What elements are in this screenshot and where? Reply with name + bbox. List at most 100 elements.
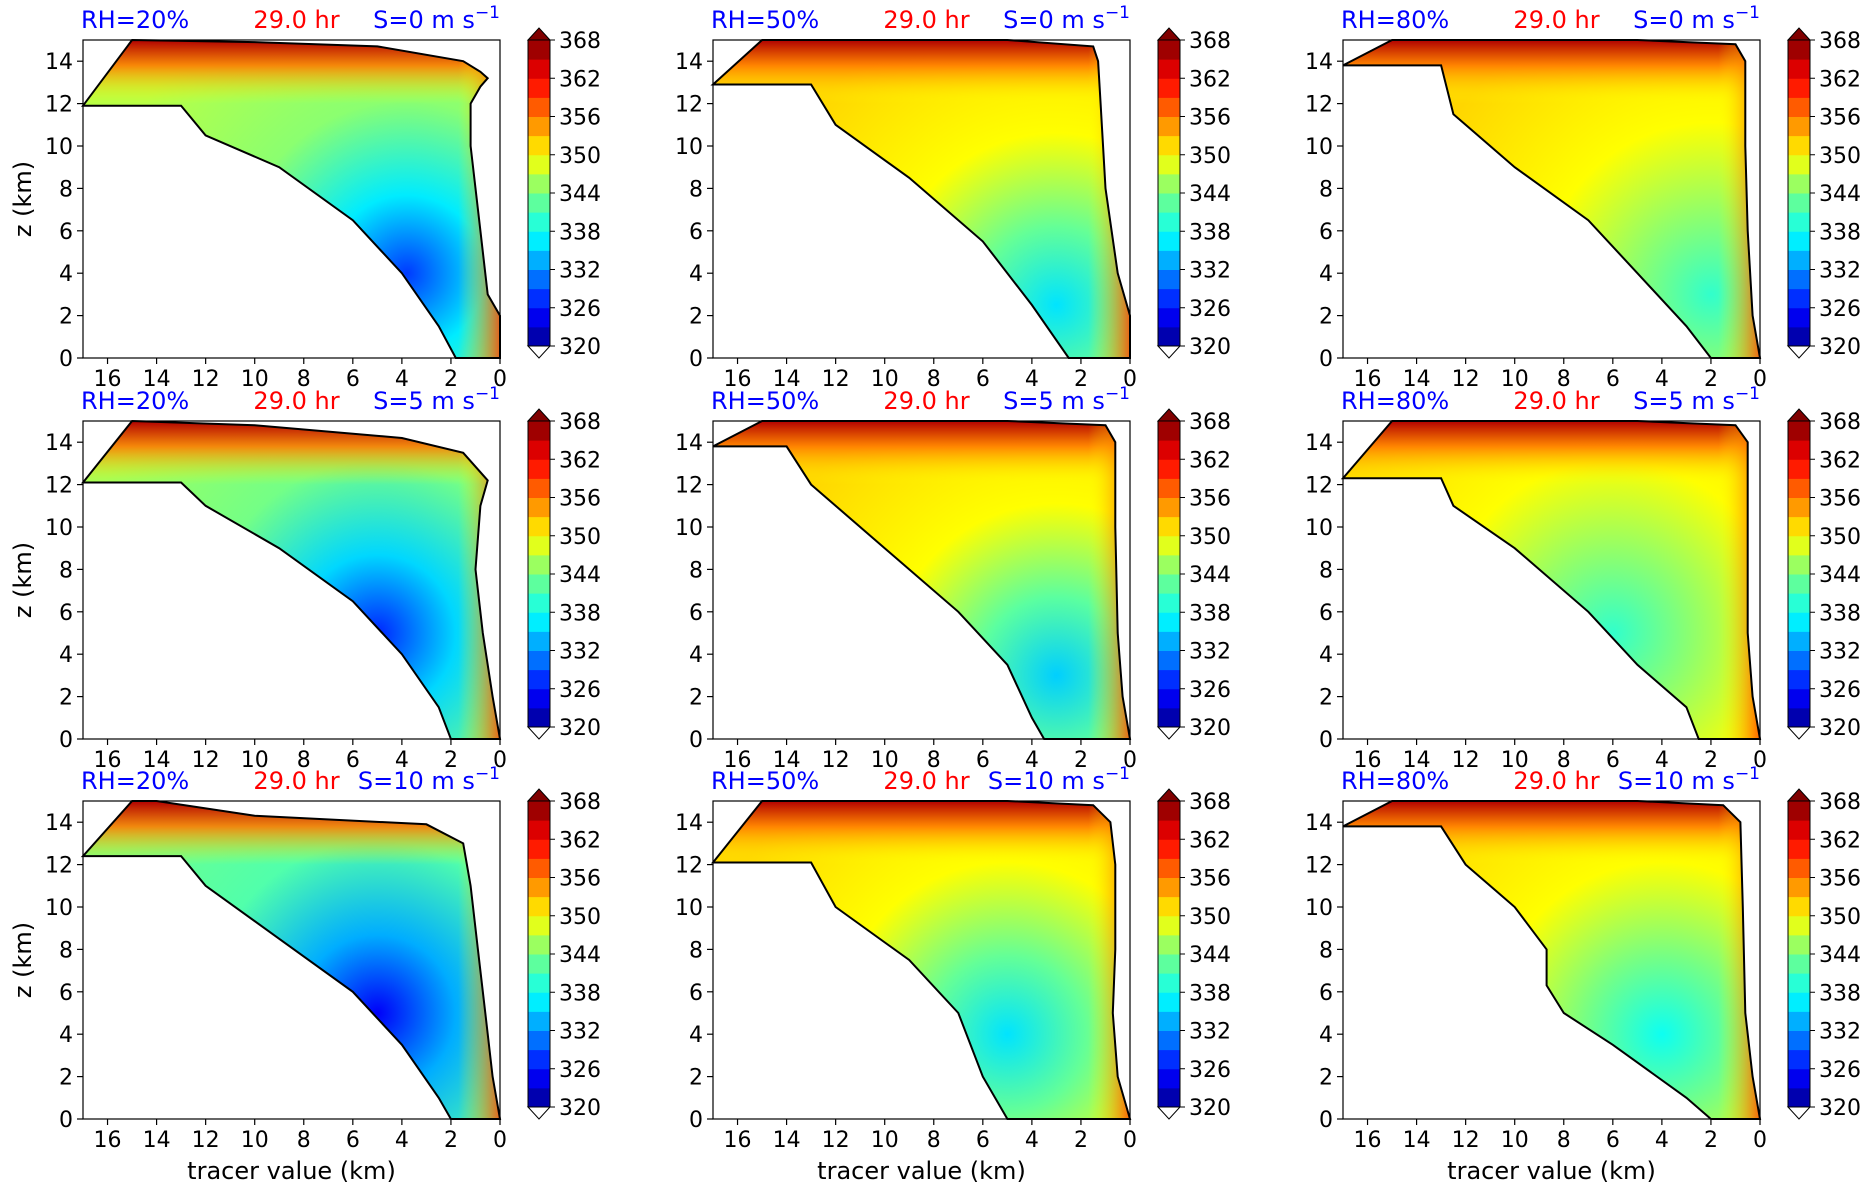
colorbar-extend-min <box>1156 345 1182 359</box>
axes-frame <box>1342 800 1761 1120</box>
colorbar-tick-label: 350 <box>559 144 601 169</box>
colorbar-band <box>1788 212 1810 232</box>
colorbar-band <box>528 801 550 821</box>
y-tick-label: 4 <box>1319 643 1333 668</box>
panel-8: 16 14 12 10 8 6 4 2 0 0 2 4 6 8 10 12 14 tracer value (km… <box>1305 764 1861 1185</box>
colorbar-tick-label: 350 <box>559 905 601 930</box>
x-tick-label: 4 <box>1655 367 1669 392</box>
colorbar-band <box>528 877 550 898</box>
colorbar-band <box>1158 973 1180 993</box>
colorbar-tick-label: 368 <box>1819 790 1861 815</box>
x-tick-label: 14 <box>1403 748 1431 773</box>
colorbar-band <box>1788 820 1810 840</box>
x-tick-label: 2 <box>1704 748 1718 773</box>
x-tick-label: 8 <box>297 1128 311 1153</box>
panel-1: 16 14 12 10 8 6 4 2 0 0 2 4 6 8 10 12 14 RH=50% 29.0 hr S=0… <box>675 3 1231 392</box>
colorbar-band <box>1788 593 1810 613</box>
colorbar-band <box>528 497 550 518</box>
colorbar-band <box>1158 193 1180 213</box>
y-tick-label: 12 <box>675 474 703 499</box>
colorbar-band <box>1158 612 1180 632</box>
y-tick-label: 8 <box>689 938 703 963</box>
colorbar-band <box>1788 307 1810 328</box>
y-tick-label: 12 <box>675 93 703 118</box>
axes-frame <box>712 800 1131 1120</box>
x-tick-label: 2 <box>444 1128 458 1153</box>
x-tick-label: 16 <box>1354 1128 1382 1153</box>
colorbar-band <box>1788 934 1810 955</box>
title-center: 29.0 hr <box>883 387 969 415</box>
colorbar-extend-min <box>526 345 552 359</box>
colorbar-band <box>1158 40 1180 60</box>
colorbar-band <box>1158 231 1180 251</box>
colorbar-band <box>1158 78 1180 98</box>
colorbar-band <box>1788 954 1810 974</box>
x-tick-label: 16 <box>724 367 752 392</box>
title-center: 29.0 hr <box>253 6 339 34</box>
y-tick-label: 2 <box>59 305 73 330</box>
colorbar-band <box>1788 650 1810 671</box>
colorbar-band <box>528 269 550 290</box>
colorbar-tick-label: 368 <box>1189 29 1231 54</box>
colorbar-band <box>528 421 550 441</box>
contour-line <box>80 800 502 1120</box>
y-tick-label: 0 <box>59 347 73 372</box>
y-tick-label: 0 <box>59 728 73 753</box>
x-tick-label: 12 <box>192 1128 220 1153</box>
colorbar-band <box>1158 574 1180 594</box>
colorbar-band <box>528 212 550 232</box>
x-tick-label: 4 <box>1655 748 1669 773</box>
colorbar-tick-label: 344 <box>559 563 601 588</box>
y-tick-label: 4 <box>689 1023 703 1048</box>
x-tick-label: 2 <box>1704 367 1718 392</box>
x-tick-label: 2 <box>1074 748 1088 773</box>
colorbar-band <box>1158 440 1180 460</box>
filled-contour-field <box>1343 40 1760 358</box>
colorbar-tick-label: 326 <box>1189 1058 1231 1083</box>
y-tick-label: 0 <box>689 728 703 753</box>
colorbar-tick-label: 350 <box>1189 525 1231 550</box>
colorbar-band <box>1788 877 1810 898</box>
colorbar-tick-label: 368 <box>559 29 601 54</box>
colorbar-band <box>1158 535 1180 556</box>
y-tick-label: 14 <box>1305 811 1333 836</box>
y-tick-label: 6 <box>59 220 73 245</box>
colorbar-band <box>1788 896 1810 917</box>
x-tick-label: 12 <box>192 748 220 773</box>
colorbar: 320 326 332 338 344 350 356 362 368 <box>1156 408 1231 741</box>
x-tick-label: 6 <box>346 367 360 392</box>
y-tick-label: 8 <box>689 558 703 583</box>
colorbar-tick-label: 356 <box>1819 487 1861 512</box>
y-tick-label: 0 <box>59 1108 73 1133</box>
colorbar-band <box>1158 97 1180 117</box>
colorbar-band <box>1788 440 1810 460</box>
colorbar-tick-label: 326 <box>1189 678 1231 703</box>
colorbar-band <box>528 934 550 955</box>
y-tick-label: 8 <box>59 938 73 963</box>
colorbar-extend-max <box>1786 408 1812 422</box>
x-tick-label: 16 <box>94 748 122 773</box>
x-tick-label: 10 <box>871 748 899 773</box>
y-tick-label: 2 <box>1319 1066 1333 1091</box>
x-tick-label: 6 <box>1606 1128 1620 1153</box>
title-center: 29.0 hr <box>1513 6 1599 34</box>
filled-contour-field <box>83 40 500 358</box>
colorbar-tick-label: 332 <box>1819 640 1861 665</box>
x-tick-label: 6 <box>1606 367 1620 392</box>
x-tick-label: 2 <box>1704 1128 1718 1153</box>
colorbar: 320 326 332 338 344 350 356 362 368 <box>1786 408 1861 741</box>
colorbar-tick-label: 326 <box>559 1058 601 1083</box>
y-tick-label: 8 <box>1319 558 1333 583</box>
colorbar-band <box>528 326 550 347</box>
x-tick-label: 14 <box>773 367 801 392</box>
colorbar-band <box>528 574 550 594</box>
colorbar-band <box>528 896 550 917</box>
x-tick-label: 10 <box>241 367 269 392</box>
colorbar-band <box>528 307 550 328</box>
colorbar-tick-label: 332 <box>1189 640 1231 665</box>
panel-0: 16 14 12 10 8 6 4 2 0 0 2 4 6 8 10 12 14 z (km) RH=20% 29.0… <box>9 3 601 392</box>
colorbar-tick-label: 332 <box>1189 1020 1231 1045</box>
x-tick-label: 4 <box>1655 1128 1669 1153</box>
colorbar-band <box>1788 288 1810 309</box>
x-tick-label: 2 <box>444 367 458 392</box>
